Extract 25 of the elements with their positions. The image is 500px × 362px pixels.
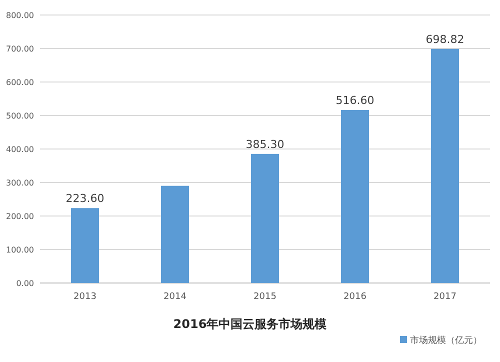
x-tick-label: 2013: [74, 292, 96, 302]
y-tick-label: 0.00: [16, 279, 34, 288]
legend-label: 市场规模（亿元）: [410, 335, 482, 346]
y-tick-label: 400.00: [6, 145, 34, 154]
y-tick-label: 800.00: [6, 11, 34, 20]
x-tick-label: 2014: [164, 292, 187, 302]
text: 2016年中国云服务市场规模: [173, 317, 327, 331]
y-tick-label: 300.00: [6, 178, 34, 188]
bar: [341, 110, 369, 283]
y-tick-label: 500.00: [6, 112, 34, 120]
data-label: 516.60: [336, 94, 374, 107]
y-tick-label: 100.00: [6, 246, 34, 254]
bar: [161, 186, 189, 283]
data-label: 698.82: [426, 32, 464, 46]
y-tick-label: 700.00: [6, 44, 34, 54]
x-tick-label: 2016: [344, 292, 367, 302]
bar: [431, 48, 459, 283]
data-label: 385.30: [246, 138, 284, 151]
y-tick-label: 200.00: [6, 212, 34, 221]
x-tick-label: 2015: [254, 292, 276, 302]
x-tick-label: 2017: [434, 292, 456, 302]
bar: [251, 154, 279, 283]
data-label: 223.60: [66, 192, 104, 206]
y-tick-label: 600.00: [6, 78, 34, 87]
bar: [71, 208, 99, 283]
